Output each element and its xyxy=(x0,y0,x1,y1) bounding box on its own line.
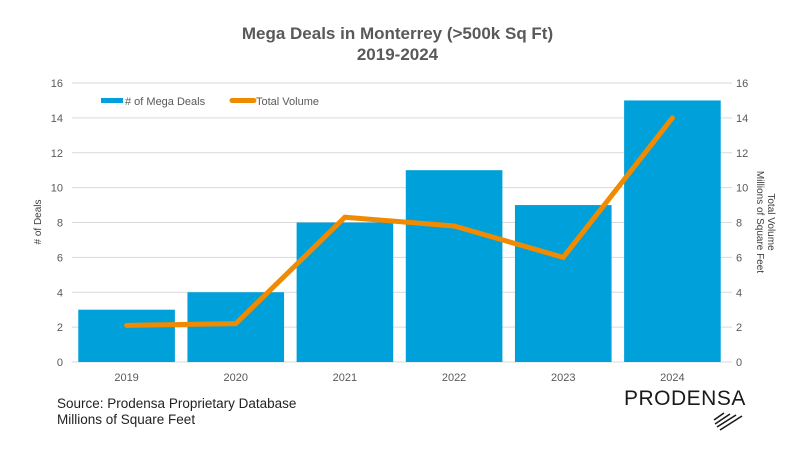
bar-2020 xyxy=(187,292,285,362)
y-tick-label: 14 xyxy=(51,113,63,125)
right-axis-title-line2: Millions of Square Feet xyxy=(754,171,765,273)
bar-2024 xyxy=(624,100,721,362)
total-volume-line xyxy=(124,115,675,328)
left-axis-ticks: 0 2 4 6 8 10 12 14 16 xyxy=(51,78,63,369)
gridlines xyxy=(72,82,727,363)
x-axis-ticks: 2019 2020 2021 2022 2023 2024 xyxy=(114,372,684,384)
y2-tick-label: 8 xyxy=(736,218,742,230)
bar-2023 xyxy=(514,205,612,362)
bar-2021 xyxy=(296,222,394,362)
legend-swatch-bars xyxy=(101,98,123,103)
right-axis-ticks: 0 2 4 6 8 10 12 14 16 xyxy=(727,78,748,369)
y2-tick-label: 4 xyxy=(736,287,742,299)
bar-series xyxy=(78,100,721,362)
y2-tick-label: 0 xyxy=(736,357,742,369)
y-tick-label: 4 xyxy=(57,287,63,299)
x-tick-label: 2020 xyxy=(224,372,248,384)
legend: # of Mega Deals Total Volume xyxy=(101,96,319,108)
y-tick-label: 10 xyxy=(51,183,63,195)
y2-tick-label: 6 xyxy=(736,252,742,264)
y-tick-label: 0 xyxy=(57,357,63,369)
legend-label-line: Total Volume xyxy=(256,96,319,108)
y-tick-label: 2 xyxy=(57,322,63,334)
line-series xyxy=(124,115,675,328)
bar-2022 xyxy=(405,170,503,362)
chart-subtitle: 2019-2024 xyxy=(356,45,439,64)
x-tick-label: 2022 xyxy=(442,372,466,384)
chart-title: Mega Deals in Monterrey (>500k Sq Ft) xyxy=(241,24,554,43)
x-tick-label: 2024 xyxy=(660,372,684,384)
units-note: Millions of Square Feet xyxy=(57,412,196,427)
y2-tick-label: 16 xyxy=(736,78,748,90)
brand-logo: PRODENSA xyxy=(624,387,746,410)
left-axis-title: # of Deals xyxy=(33,199,44,244)
x-tick-label: 2023 xyxy=(551,372,575,384)
right-axis-title-line1: Total Volume xyxy=(765,193,776,251)
legend-label-bars: # of Mega Deals xyxy=(125,96,206,108)
bar-2019 xyxy=(78,309,175,362)
chart-footer: Source: Prodensa Proprietary Database Mi… xyxy=(57,396,296,428)
y2-tick-label: 2 xyxy=(736,322,742,334)
y-tick-label: 6 xyxy=(57,252,63,264)
y2-tick-label: 14 xyxy=(736,113,748,125)
source-note: Source: Prodensa Proprietary Database xyxy=(57,396,297,411)
x-tick-label: 2019 xyxy=(114,372,138,384)
x-tick-label: 2021 xyxy=(333,372,357,384)
y2-tick-label: 12 xyxy=(736,148,748,160)
y-tick-label: 12 xyxy=(51,148,63,160)
brand-logo-mark-icon xyxy=(713,412,743,431)
y-tick-label: 8 xyxy=(57,218,63,230)
y2-tick-label: 10 xyxy=(736,183,748,195)
y-tick-label: 16 xyxy=(51,78,63,90)
